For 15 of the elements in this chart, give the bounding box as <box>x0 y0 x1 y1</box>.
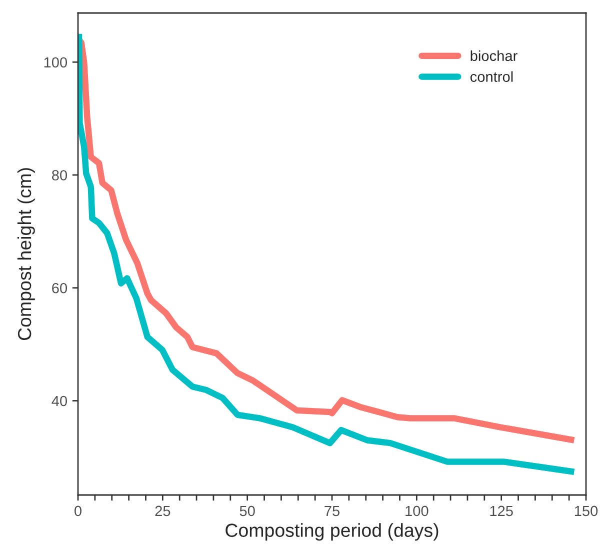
legend-label: biochar <box>470 50 518 62</box>
y-tick-label: 100 <box>44 57 68 68</box>
x-tick-label: 50 <box>240 506 255 516</box>
x-axis-title: Composting period (days) <box>226 523 438 541</box>
y-tick-label: 40 <box>52 396 68 406</box>
y-tick-label: 80 <box>52 170 68 180</box>
x-tick-label: 75 <box>324 506 340 516</box>
x-tick-label: 125 <box>490 506 513 516</box>
y-tick-label: 60 <box>52 282 68 294</box>
legend-label: control <box>470 71 513 82</box>
x-tick-label: 150 <box>574 506 598 516</box>
y-axis-title: Compost height (cm) <box>17 168 35 340</box>
x-tick-label: 0 <box>74 506 82 516</box>
x-tick-label: 100 <box>406 506 428 516</box>
x-tick-label: 25 <box>155 506 170 516</box>
